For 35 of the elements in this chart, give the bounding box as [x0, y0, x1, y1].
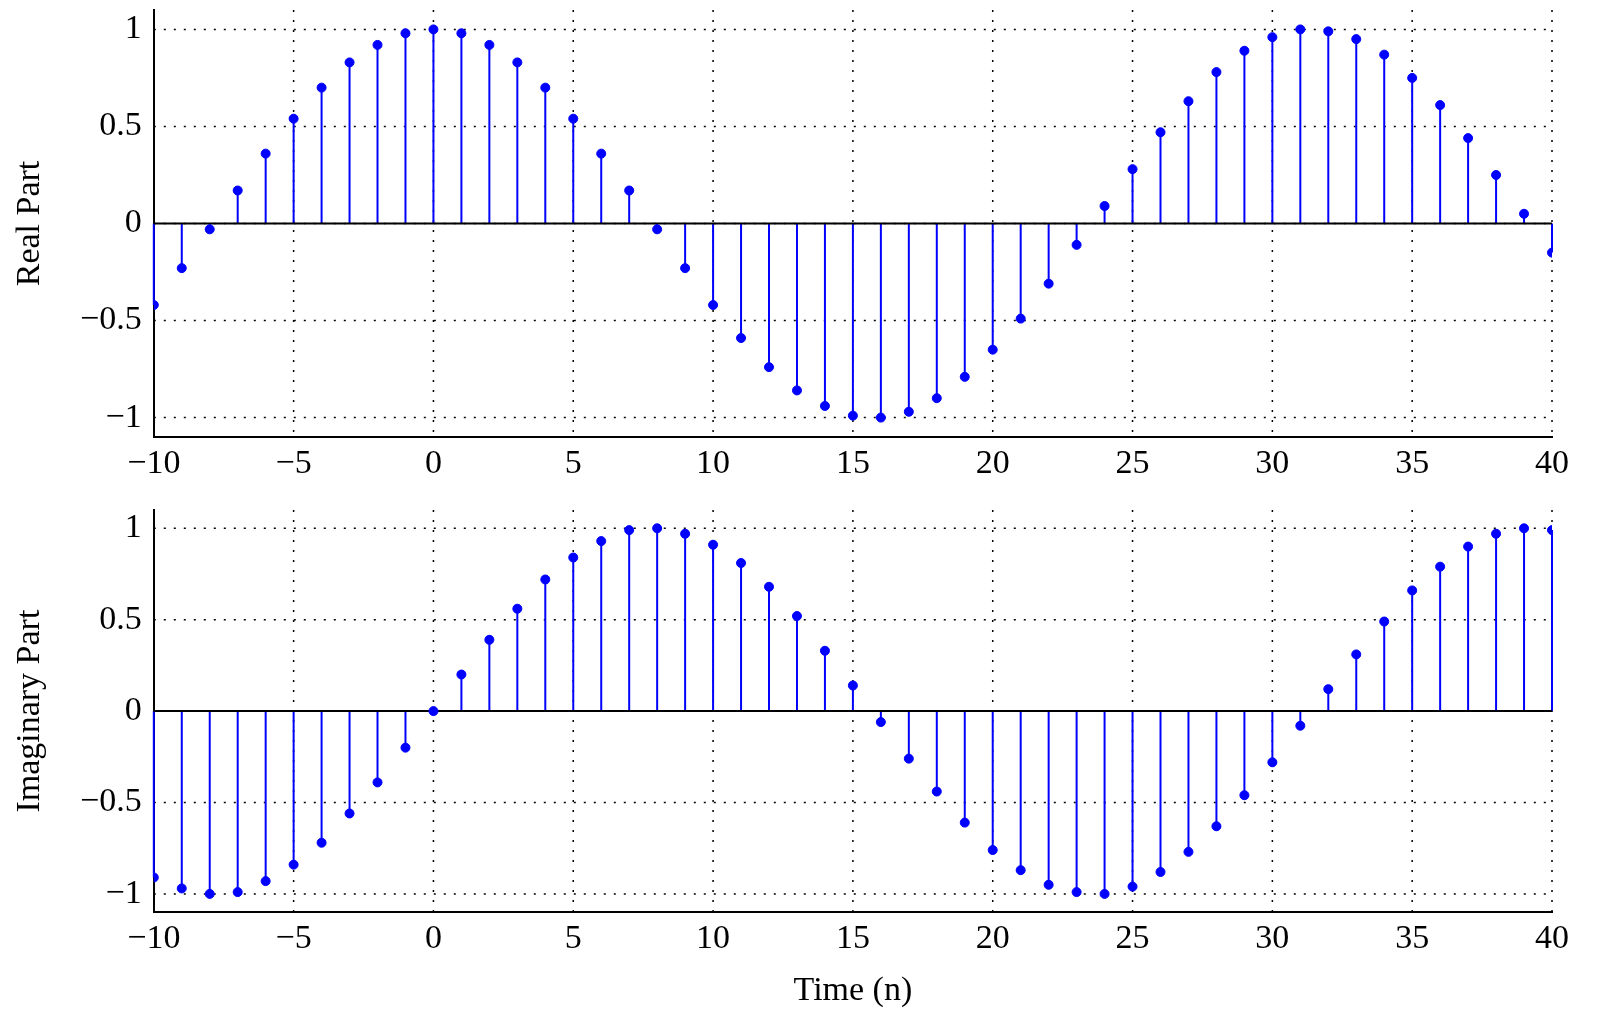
x-tick-label: 35	[1395, 918, 1430, 956]
x-tick-label: 5	[564, 918, 582, 956]
x-tick-label: 40	[1535, 918, 1569, 956]
x-tick-label: 25	[1115, 918, 1150, 956]
x-tick-label: 25	[1115, 442, 1150, 480]
x-tick-label: 30	[1255, 442, 1290, 480]
y-tick-label: 1	[124, 8, 142, 46]
y-tick-label: −1	[105, 872, 142, 910]
y-tick-label: −0.5	[80, 781, 142, 819]
x-tick-label: 15	[835, 918, 870, 956]
x-tick-label: 0	[424, 442, 442, 480]
x-tick-label: 10	[696, 442, 731, 480]
x-tick-label: 20	[975, 442, 1010, 480]
x-tick-label: 5	[564, 442, 582, 480]
y-tick-label: 0	[124, 690, 142, 728]
y-tick-label: −1	[105, 396, 142, 434]
x-tick-label: 30	[1255, 918, 1290, 956]
y-axis-title: Real Part	[9, 160, 47, 287]
x-tick-label: 15	[835, 442, 870, 480]
x-tick-label: −5	[275, 918, 312, 956]
y-tick-label: 0.5	[99, 598, 142, 636]
x-tick-label: −5	[275, 442, 312, 480]
y-axis-title: Imaginary Part	[9, 609, 47, 813]
x-tick-label: 20	[975, 918, 1010, 956]
x-tick-label: 35	[1395, 442, 1430, 480]
y-tick-label: −0.5	[80, 299, 142, 337]
y-tick-label: 0.5	[99, 105, 142, 143]
x-tick-label: 40	[1535, 442, 1569, 480]
x-tick-label: 10	[696, 918, 731, 956]
x-axis-title: Time (n)	[793, 969, 913, 1008]
x-tick-label: −10	[127, 918, 181, 956]
x-tick-label: −10	[127, 442, 181, 480]
x-tick-label: 0	[424, 918, 442, 956]
y-tick-label: 1	[124, 507, 142, 545]
y-tick-label: 0	[124, 202, 142, 240]
